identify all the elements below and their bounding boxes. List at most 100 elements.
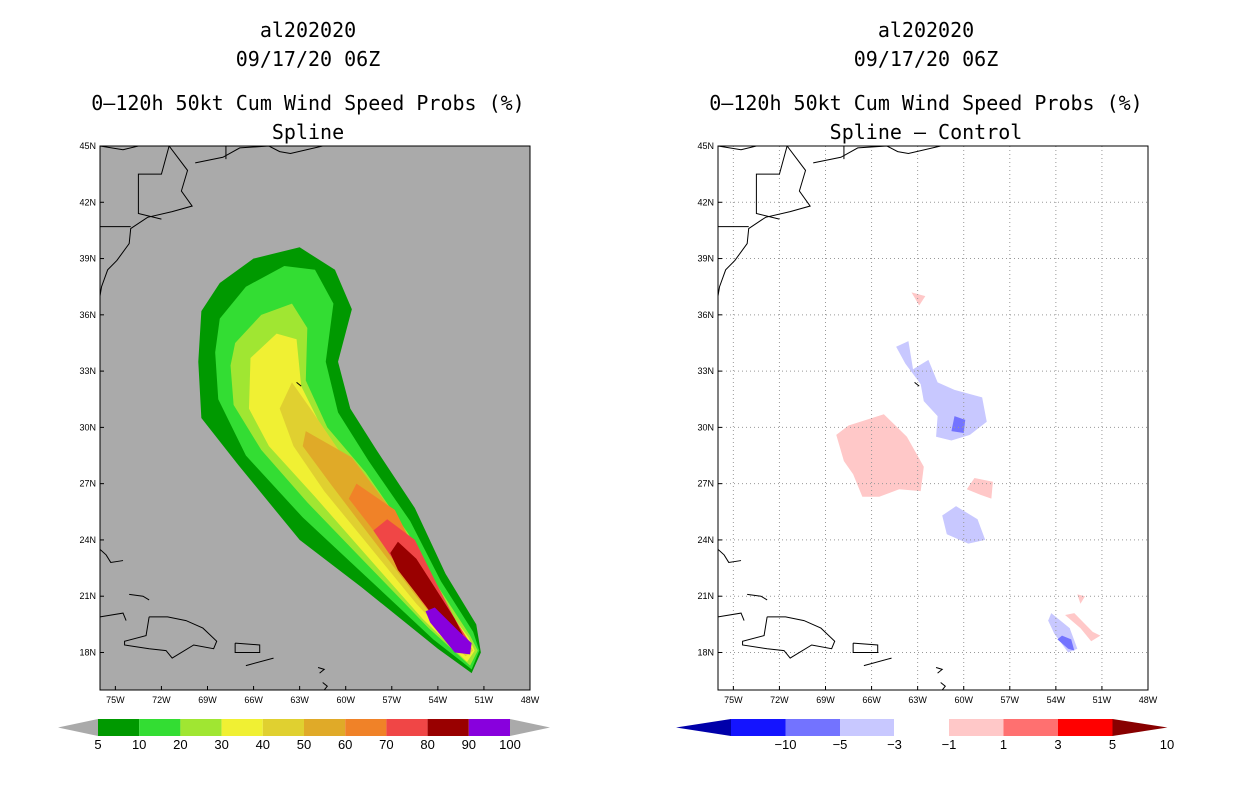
right-lat-tick-label: 45N [697, 141, 714, 151]
left-coastline [234, 642, 261, 653]
right-coastline [813, 146, 941, 164]
right-map-layer [718, 146, 1148, 719]
right-coastline [823, 146, 845, 160]
right-colorbar-swatch [949, 719, 1004, 736]
left-lat-tick-label: 33N [79, 366, 96, 376]
left-colorbar-swatch [221, 719, 263, 736]
right-contour-1 [911, 292, 926, 306]
right-colorbar-label: 1 [1000, 737, 1007, 752]
right-lon-tick-label: 57W [1001, 695, 1020, 705]
left-lon-tick-label: 54W [429, 695, 448, 705]
left-lat-tick-label: 18N [79, 647, 96, 657]
right-lon-tick-label: 72W [770, 695, 789, 705]
left-coastline [324, 698, 326, 706]
right-lat-tick-label: 24N [697, 535, 714, 545]
right-coastline [945, 713, 950, 719]
right-colorbar-extend-low [676, 719, 731, 736]
left-colorbar-label: 100 [499, 737, 521, 752]
left-colorbar-label: 5 [94, 737, 101, 752]
left-panel-title: al202020 09/17/20 06Z 0–120h 50kt Cum Wi… [48, 16, 568, 147]
left-lat-tick-label: 27N [79, 479, 96, 489]
left-colorbar-swatch [468, 719, 510, 736]
right-contour--3 [1057, 635, 1075, 651]
left-colorbar: 5 10 20 30 40 50 60 70 80 90 100 [58, 719, 550, 752]
right-map-background [718, 146, 1148, 690]
left-lat-tick-label: 24N [79, 535, 96, 545]
left-colorbar-label: 70 [379, 737, 393, 752]
left-coastline [100, 612, 127, 621]
right-contour--1 [896, 341, 987, 441]
right-storm-id: al202020 [877, 18, 975, 42]
right-lat-tick-label: 18N [697, 647, 714, 657]
right-colorbar-extend-high [1112, 719, 1168, 736]
left-coastline [317, 667, 326, 674]
right-colorbar-label: −5 [833, 737, 848, 752]
left-colorbar-swatch [180, 719, 222, 736]
left-coastline [322, 682, 328, 690]
left-lat-tick-label: 36N [79, 310, 96, 320]
left-lon-tick-label: 57W [383, 695, 402, 705]
right-coastline [914, 381, 920, 387]
right-lon-tick-label: 54W [1047, 695, 1066, 705]
left-lon-tick-label: 72W [152, 695, 171, 705]
right-coastline [718, 146, 811, 297]
right-lon-tick-label: 63W [908, 695, 927, 705]
left-lon-tick-label: 48W [521, 695, 540, 705]
left-coastline [205, 146, 227, 160]
left-coastline [327, 713, 332, 719]
right-coastline [942, 698, 944, 706]
left-lon-tick-label: 60W [336, 695, 355, 705]
right-coastline [747, 593, 768, 601]
left-coastline [245, 657, 274, 667]
left-colorbar-swatch [98, 719, 140, 736]
left-coastline [100, 146, 193, 297]
left-map-layer [100, 146, 481, 719]
left-lon-tick-label: 69W [198, 695, 217, 705]
left-coastline [129, 593, 150, 601]
right-map-frame [717, 145, 1149, 691]
left-lat-tick-label: 39N [79, 254, 96, 264]
left-colorbar-label: 20 [173, 737, 187, 752]
right-contour--3 [951, 416, 966, 434]
left-colorbar-swatch [427, 719, 469, 736]
left-coastline [100, 548, 124, 563]
right-contour--1 [942, 506, 986, 544]
left-lat-tick-label: 30N [79, 422, 96, 432]
left-colorbar-label: 10 [132, 737, 146, 752]
right-chart-title: 0–120h 50kt Cum Wind Speed Probs (%) [709, 91, 1143, 115]
left-lon-tick-label: 75W [106, 695, 125, 705]
left-chart-subtitle: Spline [271, 120, 345, 144]
left-map-frame [99, 145, 531, 691]
right-contour-1 [1077, 594, 1086, 604]
right-lon-tick-label: 48W [1139, 695, 1158, 705]
right-lon-tick-label: 60W [954, 695, 973, 705]
right-lat-tick-label: 36N [697, 310, 714, 320]
left-coastline [137, 146, 170, 220]
right-colorbar-label: 5 [1109, 737, 1116, 752]
left-colorbar-label: 40 [256, 737, 270, 752]
left-colorbar-extend-low [58, 719, 98, 736]
right-colorbar: −10 −5 −3 −1 1 3 5 10 [676, 718, 1174, 752]
right-contour-1 [1065, 613, 1101, 642]
left-storm-id: al202020 [259, 18, 357, 42]
right-colorbar-swatch [1003, 719, 1058, 736]
right-colorbar-label: −1 [942, 737, 957, 752]
left-colorbar-extend-high [510, 719, 550, 736]
left-datetime: 09/17/20 06Z [235, 47, 381, 71]
right-coastline [940, 682, 946, 690]
right-lon-tick-label: 75W [724, 695, 743, 705]
left-colorbar-label: 90 [462, 737, 476, 752]
right-contour-1 [836, 414, 924, 497]
left-lon-tick-label: 51W [475, 695, 494, 705]
left-chart-title: 0–120h 50kt Cum Wind Speed Probs (%) [91, 91, 525, 115]
right-colorbar-swatch [785, 719, 840, 736]
left-lat-tick-label: 45N [79, 141, 96, 151]
right-lon-tick-label: 51W [1093, 695, 1112, 705]
right-coastline [742, 616, 836, 659]
right-coastline [718, 548, 742, 563]
right-colorbar-swatch [1058, 719, 1113, 736]
left-contour-90 [425, 607, 472, 655]
right-lat-tick-label: 39N [697, 254, 714, 264]
right-coastline [755, 146, 788, 220]
